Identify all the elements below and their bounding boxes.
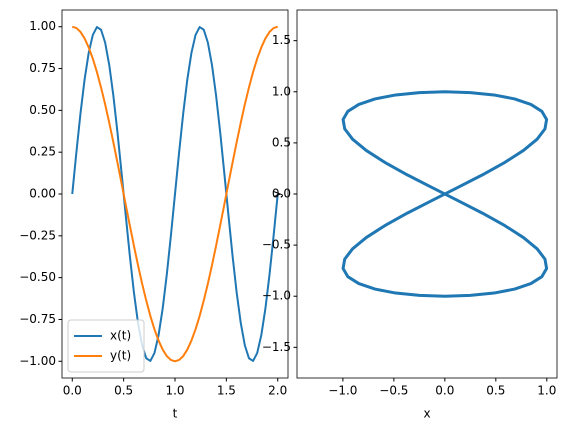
y-tick-label: 1.00 [29, 19, 56, 33]
y-tick-label: 1.0 [272, 84, 291, 98]
y-tick-label: −0.25 [19, 228, 56, 242]
y-tick-label: 0.75 [29, 61, 56, 75]
series-line [71, 25, 279, 363]
y-tick-label: 0.25 [29, 145, 56, 159]
series-line [71, 26, 279, 362]
y-axis-label: y [270, 190, 284, 197]
x-tick-label: −1.0 [328, 384, 357, 398]
x-tick-label: 0.0 [63, 384, 82, 398]
y-tick-label: −0.50 [19, 270, 56, 284]
x-tick-label: 1.5 [217, 384, 236, 398]
y-tick-label: 0.00 [29, 187, 56, 201]
x-tick-label: 0.5 [114, 384, 133, 398]
x-tick-label: 1.0 [537, 384, 556, 398]
x-tick-label: 1.0 [165, 384, 184, 398]
y-tick-label: 0.5 [272, 135, 291, 149]
x-tick-label: 2.0 [268, 384, 287, 398]
y-tick-label: 1.5 [272, 33, 291, 47]
axes-frame [296, 9, 558, 379]
y-tick-label: −0.5 [262, 238, 291, 252]
x-axis-label: x [423, 407, 430, 421]
legend-label: x(t) [110, 329, 131, 343]
y-tick-label: −1.0 [262, 289, 291, 303]
y-tick-label: 0.50 [29, 103, 56, 117]
x-axis-label: t [173, 407, 178, 421]
legend-label: y(t) [110, 349, 131, 363]
axes-frame [61, 9, 289, 379]
y-tick-label: −1.00 [19, 354, 56, 368]
x-tick-label: −0.5 [379, 384, 408, 398]
series-line [341, 90, 549, 298]
x-tick-label: 0.0 [435, 384, 454, 398]
y-tick-label: −1.5 [262, 340, 291, 354]
y-tick-label: −0.75 [19, 312, 56, 326]
y-tick-label: 0.0 [272, 187, 291, 201]
legend-box [67, 319, 145, 373]
x-tick-label: 0.5 [486, 384, 505, 398]
